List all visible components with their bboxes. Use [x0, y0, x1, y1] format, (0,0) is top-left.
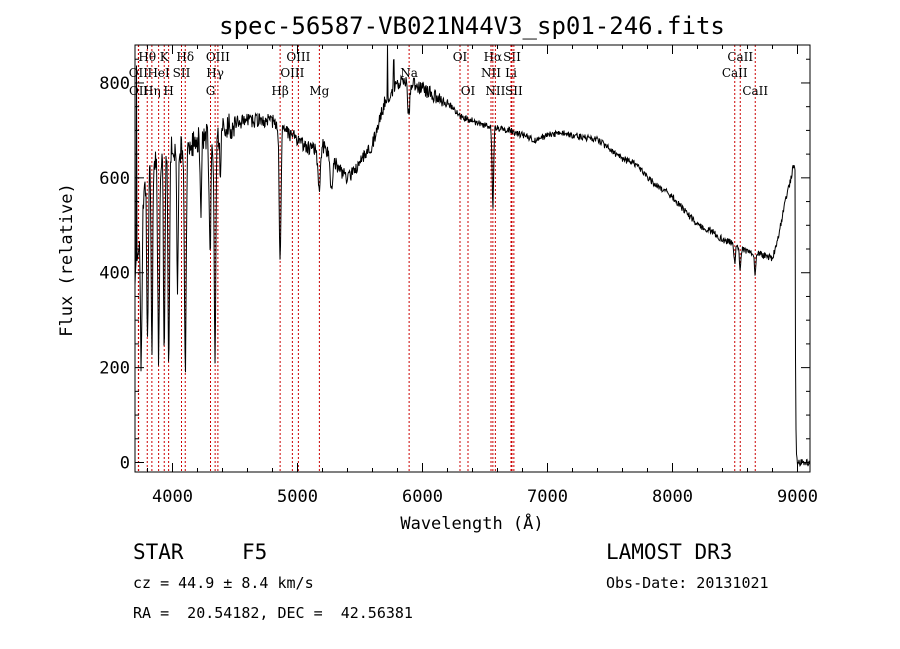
line-marker-label: K [160, 50, 170, 64]
line-marker-label: Hβ [271, 84, 288, 98]
line-marker-label: OII [129, 84, 149, 98]
subclass-label: F5 [242, 540, 268, 564]
line-marker-label: H [163, 84, 173, 98]
line-marker-label: OIII [286, 50, 310, 64]
y-tick-label: 0 [120, 454, 130, 474]
redshift-text: cz = 44.9 ± 8.4 km/s [133, 574, 314, 592]
line-marker-label: Li [505, 66, 517, 80]
spectrum-line [134, 44, 811, 467]
line-marker-label: Hθ [138, 50, 156, 64]
line-marker-label: G [206, 84, 216, 98]
coordinates-text: RA = 20.54182, DEC = 42.56381 [133, 604, 413, 622]
line-marker-label: CaII [742, 84, 768, 98]
x-tick-label: 5000 [277, 487, 318, 507]
obs-date-text: Obs-Date: 20131021 [606, 574, 769, 592]
line-marker-label: SII [505, 84, 523, 98]
x-tick-label: 7000 [527, 487, 568, 507]
x-tick-label: 8000 [652, 487, 693, 507]
line-marker-label: SII [173, 66, 191, 80]
line-marker-label: OIII [280, 66, 304, 80]
line-marker-label: NII [481, 66, 501, 80]
y-axis-label: Flux (relative) [57, 183, 77, 337]
y-tick-label: 600 [99, 169, 130, 189]
plot-frame [134, 44, 811, 473]
line-marker-label: SII [503, 50, 521, 64]
spectrum-series [134, 44, 811, 467]
x-axis-label: Wavelength (Å) [400, 512, 543, 534]
line-marker-label: OI [453, 50, 468, 64]
line-marker-label: OI [461, 84, 476, 98]
x-tick-label: 9000 [777, 487, 818, 507]
line-marker-label: HeI [147, 66, 170, 80]
line-marker-label: Na [400, 66, 418, 80]
line-marker-label: CaII [722, 66, 748, 80]
object-class-label: STAR [133, 540, 184, 564]
line-marker-label: CaII [727, 50, 753, 64]
plot-axes: 4000 5000 6000 7000 8000 9000 0 200 400 600 800 [99, 44, 818, 507]
line-marker-label: Hη [143, 84, 161, 98]
survey-label: LAMOST DR3 [606, 540, 733, 564]
y-tick-label: 200 [99, 359, 130, 379]
x-tick-label: 4000 [152, 487, 193, 507]
line-marker-label: Mg [309, 84, 329, 98]
line-marker-label: Hδ [176, 50, 194, 64]
chart-title: spec-56587-VB021N44V3_sp01-246.fits [219, 12, 725, 40]
line-marker-label: NII [485, 84, 505, 98]
line-marker-label: OIII [206, 50, 230, 64]
y-tick-label: 800 [99, 74, 130, 94]
y-tick-label: 400 [99, 264, 130, 284]
line-marker-label: Hα [484, 50, 503, 64]
line-marker-label: Hγ [206, 66, 224, 80]
x-tick-label: 6000 [402, 487, 443, 507]
